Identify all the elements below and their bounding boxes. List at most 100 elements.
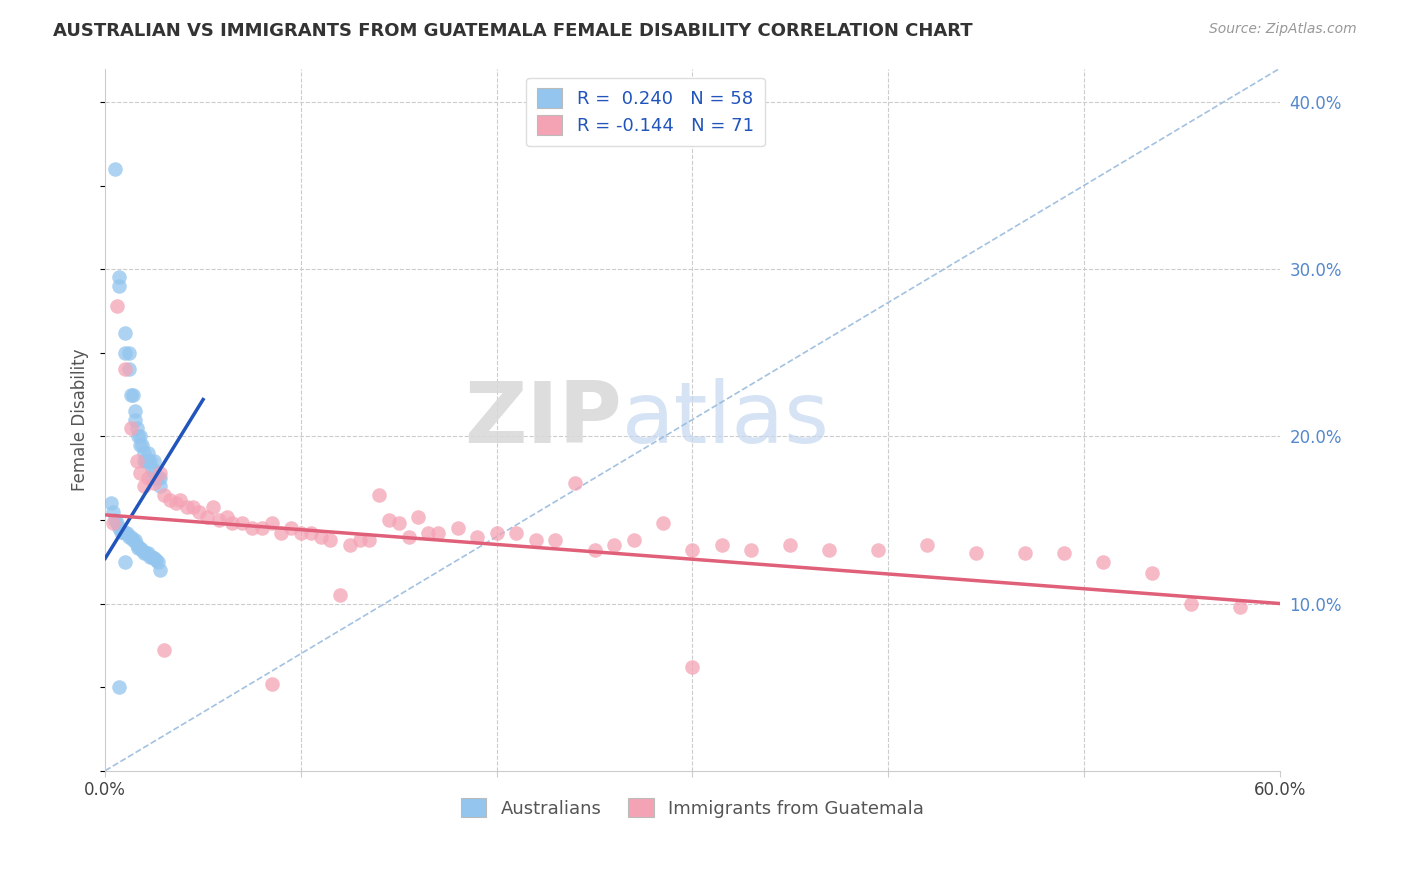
Point: [143, 454, 166, 468]
Point: [818, 543, 841, 558]
Point: [201, 500, 224, 514]
Point: [135, 546, 157, 560]
Point: [149, 466, 172, 480]
Point: [149, 563, 172, 577]
Point: [108, 680, 131, 694]
Point: [208, 513, 231, 527]
Y-axis label: Female Disability: Female Disability: [72, 349, 89, 491]
Point: [131, 438, 153, 452]
Point: [159, 492, 181, 507]
Point: [118, 530, 141, 544]
Point: [1229, 599, 1251, 614]
Point: [149, 471, 172, 485]
Point: [603, 538, 626, 552]
Point: [779, 538, 801, 552]
Point: [319, 533, 342, 547]
Point: [114, 362, 136, 376]
Point: [129, 466, 152, 480]
Point: [524, 533, 547, 547]
Point: [124, 412, 146, 426]
Point: [136, 546, 159, 560]
Point: [145, 471, 167, 485]
Point: [1092, 555, 1115, 569]
Point: [221, 516, 243, 531]
Point: [129, 429, 152, 443]
Point: [136, 454, 159, 468]
Text: ZIP: ZIP: [464, 378, 621, 461]
Point: [111, 524, 134, 539]
Point: [446, 521, 468, 535]
Point: [141, 463, 163, 477]
Legend: Australians, Immigrants from Guatemala: Australians, Immigrants from Guatemala: [454, 790, 931, 825]
Text: AUSTRALIAN VS IMMIGRANTS FROM GUATEMALA FEMALE DISABILITY CORRELATION CHART: AUSTRALIAN VS IMMIGRANTS FROM GUATEMALA …: [53, 22, 973, 40]
Point: [260, 516, 283, 531]
Point: [118, 345, 141, 359]
Point: [131, 543, 153, 558]
Point: [188, 504, 211, 518]
Point: [125, 421, 148, 435]
Point: [349, 533, 371, 547]
Point: [146, 555, 169, 569]
Point: [145, 553, 167, 567]
Point: [108, 521, 131, 535]
Point: [1142, 566, 1164, 581]
Point: [215, 509, 238, 524]
Point: [652, 516, 675, 531]
Point: [1014, 546, 1036, 560]
Point: [136, 446, 159, 460]
Point: [100, 496, 122, 510]
Point: [143, 463, 166, 477]
Point: [485, 526, 508, 541]
Point: [240, 521, 263, 535]
Point: [114, 526, 136, 541]
Point: [143, 551, 166, 566]
Point: [544, 533, 567, 547]
Point: [121, 533, 143, 547]
Point: [231, 516, 253, 531]
Point: [623, 533, 645, 547]
Point: [121, 387, 143, 401]
Point: [124, 533, 146, 547]
Point: [104, 513, 127, 527]
Point: [681, 543, 703, 558]
Point: [127, 429, 149, 443]
Point: [134, 546, 156, 560]
Point: [114, 555, 136, 569]
Point: [115, 526, 138, 541]
Point: [165, 496, 187, 510]
Point: [583, 543, 606, 558]
Point: [114, 326, 136, 340]
Point: [965, 546, 987, 560]
Point: [250, 521, 273, 535]
Point: [143, 476, 166, 491]
Text: Source: ZipAtlas.com: Source: ZipAtlas.com: [1209, 22, 1357, 37]
Point: [135, 454, 157, 468]
Point: [139, 549, 162, 564]
Point: [114, 345, 136, 359]
Point: [146, 471, 169, 485]
Point: [136, 471, 159, 485]
Point: [1053, 546, 1076, 560]
Point: [120, 421, 142, 435]
Point: [118, 362, 141, 376]
Point: [280, 521, 302, 535]
Point: [505, 526, 527, 541]
Point: [134, 479, 156, 493]
Point: [378, 513, 401, 527]
Point: [260, 677, 283, 691]
Point: [195, 509, 218, 524]
Point: [868, 543, 890, 558]
Point: [917, 538, 939, 552]
Point: [564, 476, 586, 491]
Point: [105, 299, 128, 313]
Point: [141, 549, 163, 564]
Point: [129, 541, 152, 556]
Point: [408, 509, 430, 524]
Point: [339, 538, 361, 552]
Point: [127, 541, 149, 556]
Point: [139, 454, 162, 468]
Point: [124, 404, 146, 418]
Point: [270, 526, 292, 541]
Point: [120, 387, 142, 401]
Point: [153, 643, 176, 657]
